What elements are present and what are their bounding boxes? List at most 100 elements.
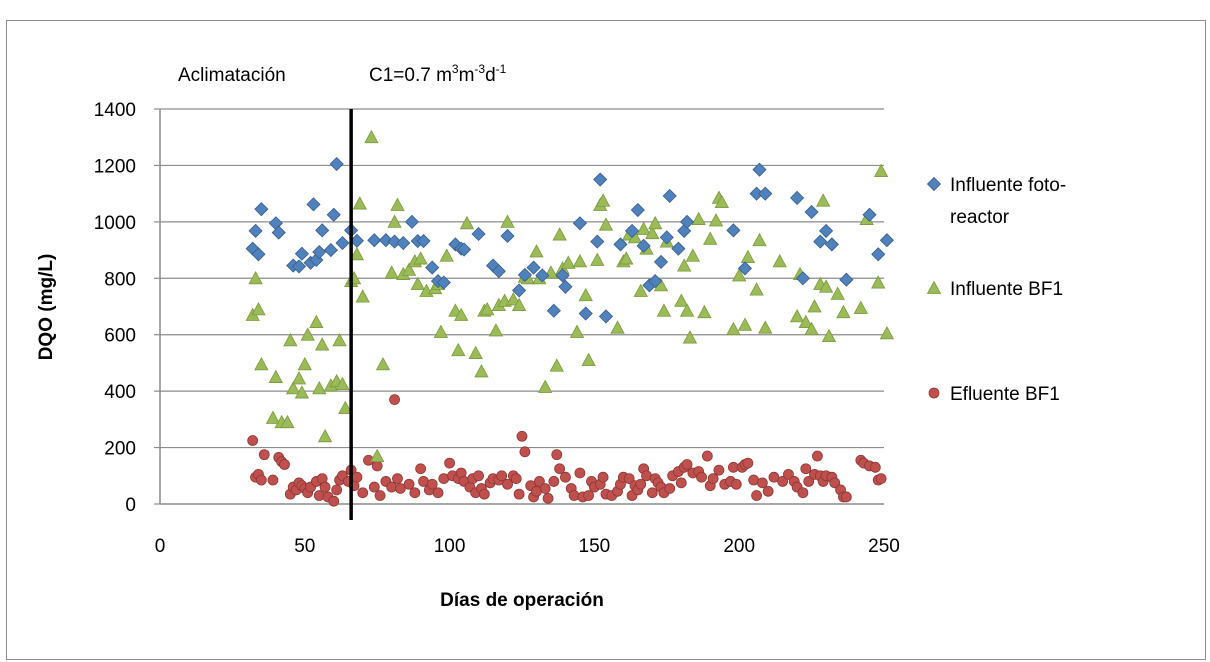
diamond-point — [555, 268, 570, 283]
diamond-point — [425, 260, 440, 275]
triangle-point — [697, 304, 712, 319]
triangle-point — [798, 314, 813, 328]
diamond-point — [254, 202, 269, 217]
diamond-point — [879, 233, 894, 248]
circle-point — [392, 473, 403, 485]
diamond-point — [871, 247, 886, 262]
diamond-point — [653, 254, 669, 269]
triangle-point — [714, 194, 729, 209]
circle-point — [797, 487, 809, 499]
diamond-point — [315, 223, 330, 238]
circle-point — [623, 473, 635, 485]
diamond-point — [752, 162, 767, 177]
legend-marker-circle — [928, 387, 940, 399]
diamond-point — [819, 223, 834, 238]
triangle-point — [836, 304, 851, 319]
triangle-point — [401, 262, 417, 276]
triangle-point — [506, 292, 521, 306]
diamond-point — [824, 237, 839, 252]
circle-point — [840, 491, 852, 503]
triangle-point — [789, 309, 805, 323]
diamond-point — [790, 190, 805, 205]
circle-point — [783, 468, 794, 480]
diamond-point — [624, 223, 640, 238]
triangle-point — [315, 337, 330, 351]
triangle-point — [248, 270, 263, 285]
diamond-point — [367, 233, 382, 248]
triangle-point — [732, 268, 747, 282]
circle-point — [713, 464, 725, 476]
circle-point — [426, 478, 438, 490]
annotation-c1-sup3: -1 — [496, 62, 507, 76]
triangle-point — [511, 297, 527, 312]
circle-point — [869, 461, 881, 473]
x-tick-label: 50 — [294, 536, 315, 557]
annotation-c1-prefix: C1=0.7 m — [369, 65, 452, 86]
triangle-point — [752, 232, 767, 247]
diamond-point — [578, 306, 593, 321]
x-tick-label: 0 — [155, 536, 166, 557]
y-tick-label: 0 — [125, 495, 136, 516]
triangle-point — [283, 333, 298, 347]
diamond-point — [535, 268, 550, 283]
circle-point — [357, 487, 369, 499]
diamond-point — [737, 261, 753, 276]
triangle-point — [610, 320, 625, 334]
y-tick-label: 200 — [104, 439, 136, 460]
x-tick-label: 250 — [868, 536, 900, 557]
circle-point — [319, 481, 331, 493]
triangle-point — [804, 321, 819, 335]
triangle-point — [384, 265, 399, 279]
circle-point — [432, 487, 444, 499]
triangle-point — [581, 352, 596, 367]
triangle-point — [413, 251, 428, 265]
circle-point — [255, 474, 267, 486]
circle-point — [707, 473, 719, 485]
triangle-point — [500, 214, 515, 228]
triangle-point — [355, 289, 370, 303]
circle-point — [762, 485, 774, 497]
diamond-point — [326, 207, 341, 222]
circle-point — [730, 478, 742, 490]
annotation-aclimatacion: Aclimatación — [178, 65, 286, 86]
triangle-point — [312, 380, 327, 395]
triangle-point — [873, 163, 889, 177]
diamond-point — [613, 237, 628, 252]
triangle-point — [674, 293, 689, 307]
triangle-point — [352, 196, 367, 210]
triangle-point — [703, 231, 718, 245]
triangle-point — [300, 327, 315, 341]
diamond-point — [500, 228, 515, 244]
triangle-point — [871, 275, 886, 289]
triangle-point — [648, 215, 663, 230]
circle-point — [554, 463, 566, 475]
diamond-point — [291, 259, 307, 274]
triangle-point — [677, 258, 692, 272]
diamond-point — [558, 279, 573, 294]
x-tick-label: 150 — [579, 536, 611, 557]
circle-point — [374, 490, 386, 501]
diamond-point — [491, 264, 506, 279]
circle-point — [875, 473, 887, 485]
circle-point — [533, 476, 545, 487]
triangle-point — [433, 324, 449, 338]
triangle-point — [749, 282, 764, 296]
diamond-point — [387, 234, 402, 249]
triangle-point — [578, 287, 593, 302]
diamond-point — [726, 223, 741, 238]
y-tick-label: 1400 — [94, 100, 136, 121]
diamond-point — [416, 233, 431, 249]
circle-point — [371, 460, 383, 472]
diamond-point — [590, 234, 605, 249]
y-tick-label: 1200 — [94, 156, 136, 177]
triangle-point — [685, 248, 701, 262]
triangle-point — [682, 330, 698, 344]
triangle-point — [595, 193, 611, 207]
circle-point — [696, 471, 707, 483]
circle-point — [258, 449, 270, 461]
legend-label: Influente foto- — [950, 175, 1066, 196]
diamond-point — [335, 235, 350, 251]
diamond-point — [795, 271, 810, 286]
circle-point — [389, 394, 400, 406]
